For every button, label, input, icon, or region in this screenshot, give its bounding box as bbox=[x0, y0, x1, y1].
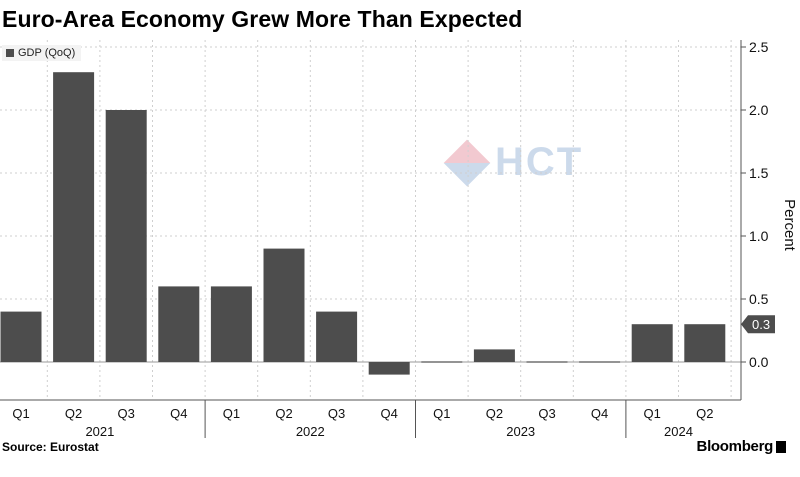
source-note: Source: Eurostat bbox=[2, 440, 99, 454]
y-tick-label: 0.5 bbox=[749, 291, 769, 307]
bar bbox=[579, 361, 621, 363]
x-tick-label: Q3 bbox=[118, 406, 135, 421]
bar bbox=[421, 361, 463, 363]
x-tick-label: Q3 bbox=[538, 406, 555, 421]
last-value-tag bbox=[741, 315, 775, 334]
y-tick-label: 1.5 bbox=[749, 165, 769, 181]
watermark-logo: HCT bbox=[443, 139, 584, 186]
bar bbox=[0, 311, 42, 362]
y-tick-label: 1.0 bbox=[749, 228, 769, 244]
bar bbox=[210, 286, 252, 362]
bar bbox=[368, 362, 410, 375]
bar bbox=[105, 110, 147, 362]
x-year-label: 2023 bbox=[506, 424, 535, 439]
y-tick-label: 2.0 bbox=[749, 102, 769, 118]
bar bbox=[631, 324, 673, 362]
bar bbox=[158, 286, 200, 362]
x-tick-label: Q1 bbox=[12, 406, 29, 421]
last-value-label: 0.3 bbox=[752, 317, 770, 332]
x-tick-label: Q4 bbox=[591, 406, 608, 421]
legend-label: GDP (QoQ) bbox=[18, 47, 76, 59]
bloomberg-logo: Bloomberg bbox=[697, 438, 786, 455]
bar bbox=[473, 349, 515, 362]
watermark-text: HCT bbox=[495, 140, 584, 184]
chart-title: Euro-Area Economy Grew More Than Expecte… bbox=[2, 6, 523, 32]
bar bbox=[316, 311, 358, 362]
y-tick-label: 0.0 bbox=[749, 354, 769, 370]
y-tick-label: 2.5 bbox=[749, 39, 769, 55]
x-tick-label: Q1 bbox=[644, 406, 661, 421]
bar bbox=[684, 324, 726, 362]
legend: GDP (QoQ) bbox=[2, 45, 82, 61]
x-tick-label: Q1 bbox=[433, 406, 450, 421]
x-tick-label: Q2 bbox=[65, 406, 82, 421]
x-tick-label: Q3 bbox=[328, 406, 345, 421]
x-year-label: 2024 bbox=[664, 424, 693, 439]
bar bbox=[53, 72, 95, 362]
bar bbox=[263, 248, 305, 362]
x-tick-label: Q2 bbox=[275, 406, 292, 421]
x-year-label: 2021 bbox=[85, 424, 114, 439]
y-axis-label: Percent bbox=[781, 199, 798, 252]
x-tick-label: Q4 bbox=[381, 406, 398, 421]
legend-swatch bbox=[6, 49, 14, 57]
x-tick-label: Q4 bbox=[170, 406, 187, 421]
brand-name: Bloomberg bbox=[696, 438, 774, 455]
x-tick-label: Q1 bbox=[223, 406, 240, 421]
bar bbox=[526, 361, 568, 363]
bloomberg-mark-icon bbox=[776, 440, 786, 453]
x-year-label: 2022 bbox=[296, 424, 325, 439]
x-tick-label: Q2 bbox=[486, 406, 503, 421]
x-tick-label: Q2 bbox=[696, 406, 713, 421]
